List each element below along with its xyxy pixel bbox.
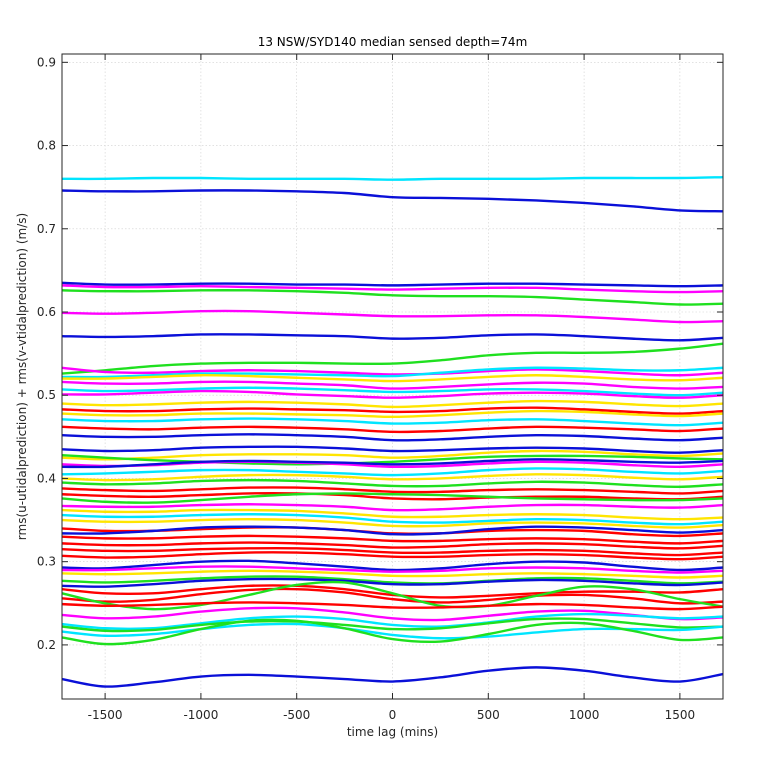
series-line-44 xyxy=(61,569,724,579)
series-line-20 xyxy=(61,433,724,442)
x-tick-label: -1000 xyxy=(183,708,218,722)
series-line-30 xyxy=(61,492,724,501)
y-tick-label: 0.5 xyxy=(37,388,56,402)
series-line-34 xyxy=(61,513,724,526)
series-line-27 xyxy=(61,473,724,482)
series-line-45 xyxy=(61,575,724,585)
series-line-38 xyxy=(61,534,724,545)
series-line-31 xyxy=(61,492,724,504)
y-tick-label: 0.4 xyxy=(37,471,56,485)
series-line-28 xyxy=(61,478,724,488)
series-line-29 xyxy=(61,486,724,495)
series-line-13 xyxy=(61,386,724,397)
y-axis-label: rms(u-utidalprediction) + rms(v-vtidalpr… xyxy=(15,213,29,540)
series-line-26 xyxy=(61,467,724,477)
series-line-35 xyxy=(61,518,724,529)
series-line-51 xyxy=(61,606,724,622)
series-line-56 xyxy=(61,666,724,688)
x-tick-label: -500 xyxy=(283,708,310,722)
series-line-39 xyxy=(61,541,724,550)
series-line-53 xyxy=(61,617,724,633)
series-line-37 xyxy=(61,525,724,536)
series-line-42 xyxy=(61,559,724,572)
series-line-17 xyxy=(61,409,724,419)
series-line-49 xyxy=(61,580,724,611)
series-line-25 xyxy=(61,458,724,469)
series-line-43 xyxy=(61,565,724,574)
series-line-41 xyxy=(61,551,724,561)
x-axis: -1500 -1000 -500 0 500 1000 1500 xyxy=(88,54,695,722)
series-line-52 xyxy=(61,612,724,631)
series-lines xyxy=(61,175,724,688)
series-line-8 xyxy=(61,342,724,375)
y-tick-label: 0.3 xyxy=(37,555,56,569)
series-line-22 xyxy=(61,449,724,461)
series-line-2 xyxy=(61,189,724,213)
series-line-50 xyxy=(61,601,724,611)
series-line-7 xyxy=(61,333,724,342)
x-tick-label: 1500 xyxy=(665,708,696,722)
series-line-47 xyxy=(61,584,724,599)
x-tick-label: 500 xyxy=(477,708,500,722)
series-line-1 xyxy=(61,175,724,181)
y-tick-label: 0.2 xyxy=(37,638,56,652)
series-line-16 xyxy=(61,406,724,415)
series-line-10 xyxy=(61,366,724,379)
series-line-33 xyxy=(61,508,724,521)
chart-title: 13 NSW/SYD140 median sensed depth=74m xyxy=(258,35,528,49)
series-line-9 xyxy=(61,366,724,377)
series-line-23 xyxy=(61,453,724,466)
y-tick-label: 0.8 xyxy=(37,139,56,153)
series-line-3 xyxy=(61,281,724,288)
series-line-21 xyxy=(61,445,724,454)
series-line-14 xyxy=(61,389,724,399)
x-tick-label: 1000 xyxy=(569,708,600,722)
x-tick-label: -1500 xyxy=(88,708,123,722)
series-line-15 xyxy=(61,399,724,409)
series-line-55 xyxy=(61,618,724,646)
y-tick-label: 0.9 xyxy=(37,55,56,69)
series-line-6 xyxy=(61,309,724,324)
series-line-11 xyxy=(61,374,724,383)
series-line-5 xyxy=(61,289,724,306)
x-axis-label: time lag (mins) xyxy=(347,725,438,739)
series-line-12 xyxy=(61,380,724,390)
y-axis: 0.2 0.3 0.4 0.5 0.6 0.7 0.8 0.9 xyxy=(37,55,723,652)
series-line-40 xyxy=(61,547,724,557)
series-line-4 xyxy=(61,284,724,294)
series-line-32 xyxy=(61,503,724,512)
x-tick-label: 0 xyxy=(389,708,397,722)
series-line-18 xyxy=(61,417,724,427)
y-tick-label: 0.7 xyxy=(37,222,56,236)
series-line-48 xyxy=(61,587,724,605)
series-line-46 xyxy=(61,577,724,588)
y-tick-label: 0.6 xyxy=(37,305,56,319)
series-line-19 xyxy=(61,425,724,434)
